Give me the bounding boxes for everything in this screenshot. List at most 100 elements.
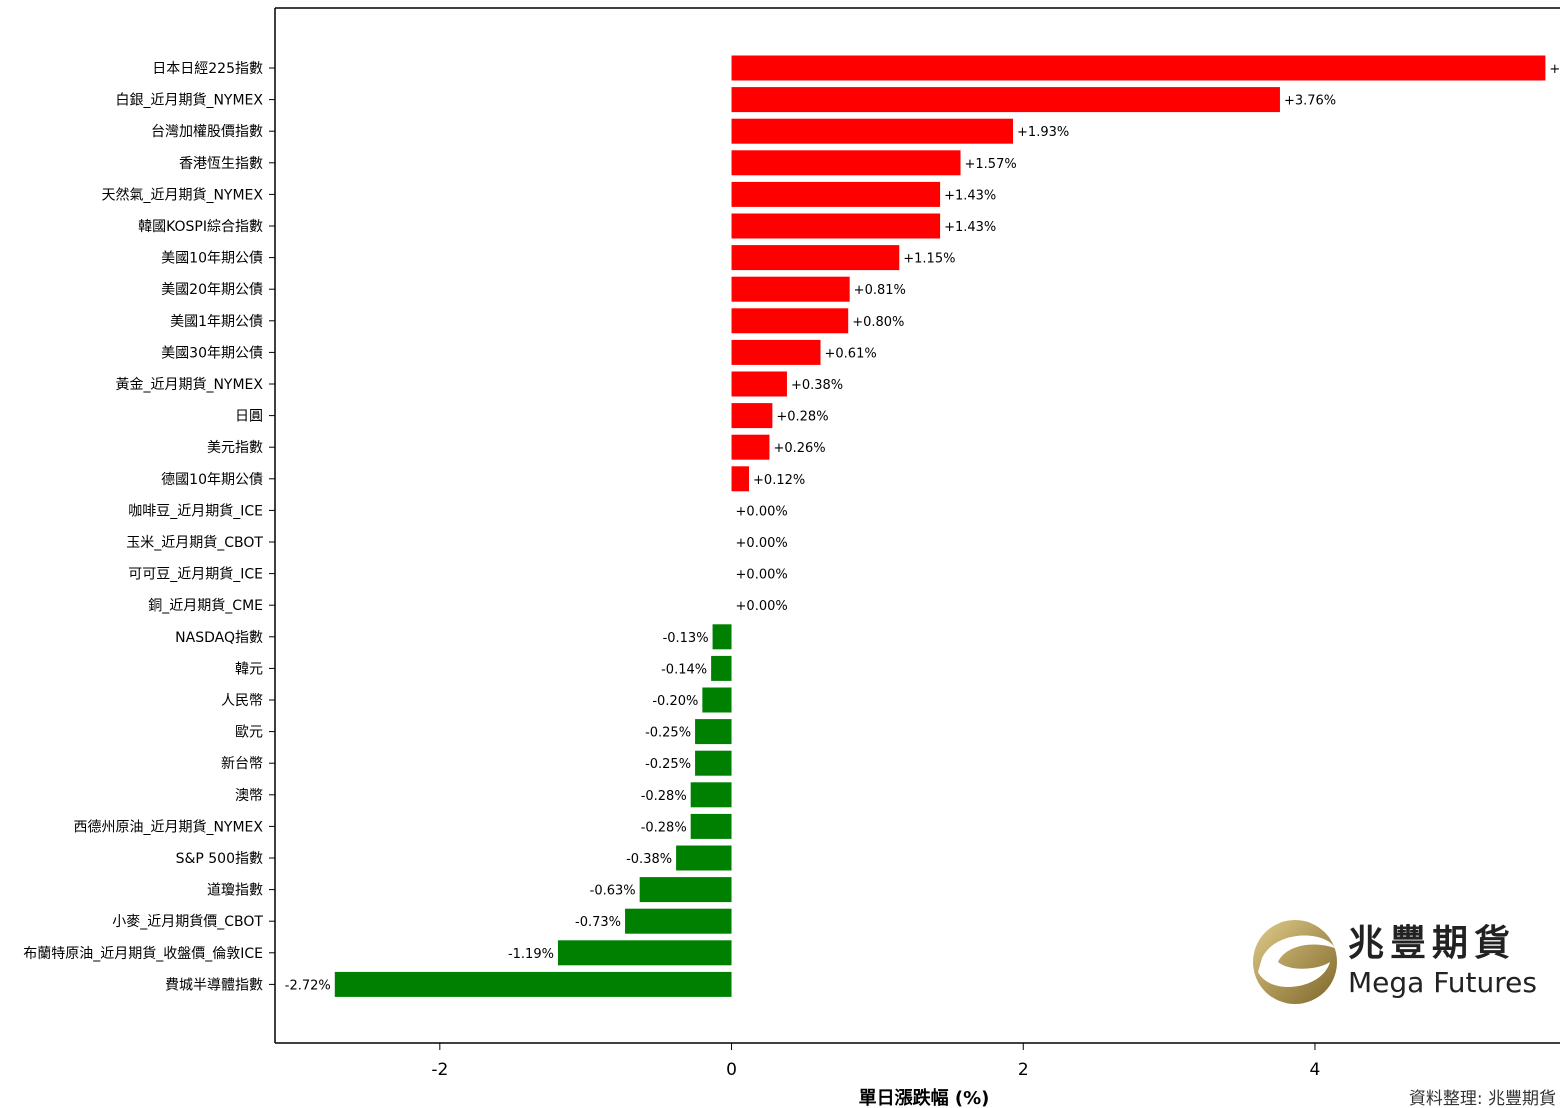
data-label-0: +5.58%: [1549, 62, 1560, 77]
data-label-14: +0.00%: [736, 504, 788, 519]
bar-26: [639, 877, 732, 903]
bar-29: [334, 971, 732, 997]
category-label-4: 天然氣_近月期貨_NYMEX: [101, 186, 263, 203]
category-label-15: 玉米_近月期貨_CBOT: [126, 534, 263, 551]
category-label-22: 新台幣: [221, 756, 263, 772]
credit-text: 資料整理: 兆豐期貨: [1409, 1089, 1556, 1108]
category-label-11: 日圓: [235, 409, 263, 425]
data-label-2: +1.93%: [1017, 125, 1069, 140]
data-label-16: +0.00%: [736, 568, 788, 583]
category-label-8: 美國1年期公債: [170, 314, 263, 330]
data-label-7: +0.81%: [854, 283, 906, 298]
category-label-21: 歐元: [235, 725, 263, 741]
data-label-9: +0.61%: [825, 346, 877, 361]
category-label-5: 韓國KOSPI綜合指數: [138, 219, 263, 235]
data-label-10: +0.38%: [791, 378, 843, 393]
data-label-6: +1.15%: [903, 252, 955, 267]
category-label-29: 費城半導體指數: [165, 977, 263, 993]
category-label-23: 澳幣: [235, 788, 263, 804]
bar-5: [731, 213, 941, 239]
data-label-11: +0.28%: [776, 410, 828, 425]
data-label-17: +0.00%: [736, 599, 788, 614]
category-label-12: 美元指數: [207, 440, 263, 456]
data-label-3: +1.57%: [965, 157, 1017, 172]
bar-11: [731, 403, 773, 429]
bar-22: [695, 750, 732, 776]
category-label-13: 德國10年期公債: [161, 472, 263, 488]
x-axis-label: 單日漲跌幅 (%): [859, 1087, 990, 1108]
bars-group: [334, 55, 1546, 997]
logo-emblem-icon: [1253, 920, 1337, 1004]
bar-23: [690, 782, 732, 808]
bar-28: [557, 940, 732, 966]
bar-13: [731, 466, 750, 492]
data-label-18: -0.13%: [663, 631, 709, 646]
bar-18: [712, 624, 732, 650]
data-label-8: +0.80%: [852, 315, 904, 330]
data-label-13: +0.12%: [753, 473, 805, 488]
category-label-28: 布蘭特原油_近月期貨_收盤價_倫敦ICE: [23, 945, 263, 962]
category-label-25: S&P 500指數: [176, 851, 263, 867]
bar-12: [731, 434, 770, 460]
category-label-1: 白銀_近月期貨_NYMEX: [115, 92, 263, 109]
logo: 兆豐期貨 Mega Futures: [1253, 920, 1537, 1004]
bar-20: [702, 687, 732, 713]
x-tick-label-2: 2: [1018, 1060, 1029, 1080]
bar-2: [731, 118, 1014, 144]
bar-8: [731, 308, 849, 334]
category-label-10: 黃金_近月期貨_NYMEX: [115, 376, 263, 393]
data-label-1: +3.76%: [1284, 94, 1336, 109]
logo-chinese-text: 兆豐期貨: [1348, 923, 1516, 964]
bar-7: [731, 276, 850, 302]
category-label-9: 美國30年期公債: [161, 345, 263, 361]
category-label-19: 韓元: [235, 661, 263, 677]
bar-10: [731, 371, 787, 397]
x-axis: -2 0 2 4: [274, 7, 1560, 1080]
category-label-14: 咖啡豆_近月期貨_ICE: [128, 502, 263, 519]
data-label-5: +1.43%: [944, 220, 996, 235]
bar-25: [676, 845, 732, 871]
x-tick-label-3: 4: [1310, 1060, 1321, 1080]
bar-1: [731, 87, 1280, 113]
category-label-24: 西德州原油_近月期貨_NYMEX: [73, 818, 263, 835]
data-label-29: -2.72%: [285, 978, 331, 993]
data-label-19: -0.14%: [661, 662, 707, 677]
data-label-27: -0.73%: [575, 915, 621, 930]
bar-19: [711, 655, 732, 681]
category-label-20: 人民幣: [221, 693, 263, 709]
bar-4: [731, 181, 941, 207]
bar-27: [625, 908, 732, 934]
category-label-16: 可可豆_近月期貨_ICE: [128, 566, 263, 583]
bar-3: [731, 150, 961, 176]
category-label-27: 小麥_近月期貨價_CBOT: [112, 913, 263, 930]
x-tick-label-1: 0: [726, 1060, 737, 1080]
data-label-28: -1.19%: [508, 947, 554, 962]
bar-21: [695, 719, 732, 745]
bar-9: [731, 339, 821, 365]
x-tick-label-0: -2: [431, 1060, 448, 1080]
category-label-26: 道瓊指數: [207, 883, 263, 899]
category-label-7: 美國20年期公債: [161, 282, 263, 298]
data-labels: +5.58% +3.76% +1.93% +1.57% +1.43% +1.43% +1.1…: [285, 62, 1560, 993]
data-label-24: -0.28%: [641, 820, 687, 835]
data-label-25: -0.38%: [626, 852, 672, 867]
category-label-18: NASDAQ指數: [175, 630, 263, 646]
bar-6: [731, 245, 900, 271]
category-label-0: 日本日經225指數: [152, 61, 263, 77]
data-label-22: -0.25%: [645, 757, 691, 772]
category-label-3: 香港恆生指數: [179, 156, 263, 172]
category-label-2: 台灣加權股價指數: [151, 123, 263, 140]
logo-english-text: Mega Futures: [1348, 966, 1537, 999]
category-label-6: 美國10年期公債: [161, 251, 263, 267]
bar-0: [731, 55, 1546, 81]
bar-24: [690, 813, 732, 839]
data-label-4: +1.43%: [944, 188, 996, 203]
data-label-15: +0.00%: [736, 536, 788, 551]
data-label-26: -0.63%: [590, 884, 636, 899]
data-label-21: -0.25%: [645, 726, 691, 741]
data-label-12: +0.26%: [773, 441, 825, 456]
category-label-17: 銅_近月期貨_CME: [148, 597, 263, 614]
data-label-23: -0.28%: [641, 789, 687, 804]
